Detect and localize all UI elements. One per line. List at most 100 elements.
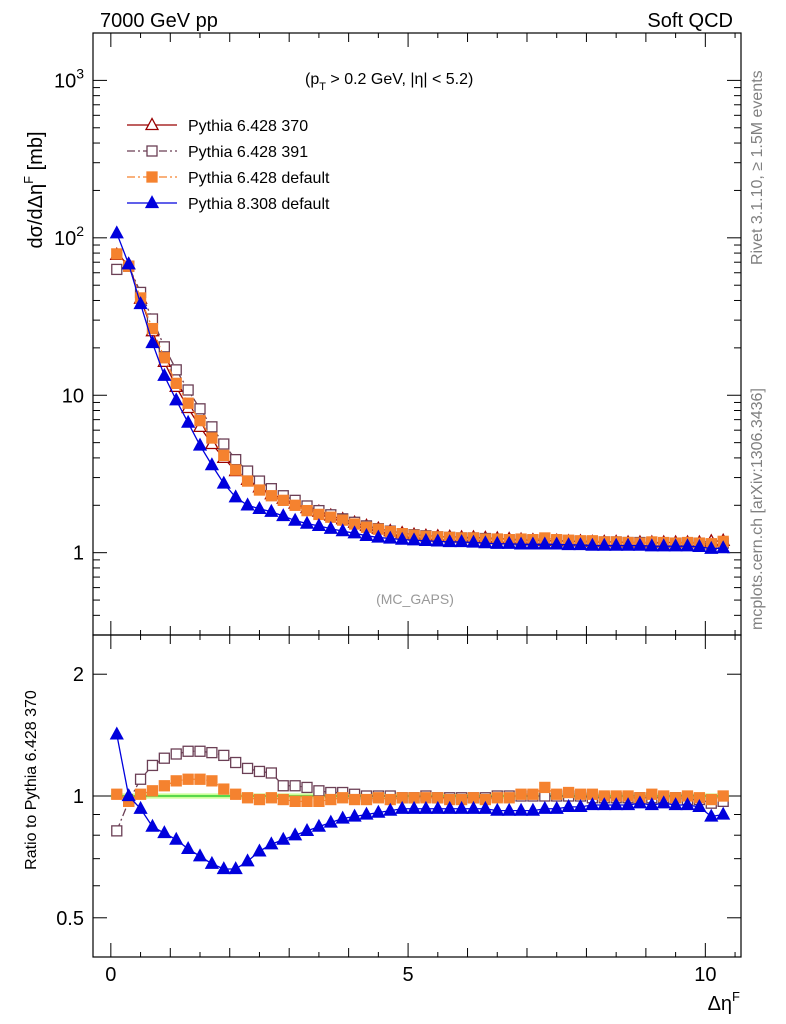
data-point [170, 377, 182, 390]
y-tick-label: 103 [54, 65, 84, 92]
ratio-data-point [527, 788, 539, 800]
data-point [418, 532, 434, 546]
data-point [169, 392, 184, 406]
ratio-data-point [502, 802, 517, 816]
ratio-data-point [503, 792, 515, 804]
ratio-series-pythia-6-428-391 [111, 745, 729, 837]
ratio-data-point [181, 841, 196, 855]
data-point [502, 535, 517, 549]
ratio-data-point [418, 800, 434, 814]
ratio-data-point [192, 848, 208, 862]
data-point [704, 540, 719, 554]
annotation-sub: T [319, 81, 326, 93]
legend-marker [144, 195, 160, 209]
ratio-data-point [466, 800, 481, 814]
data-point [216, 475, 231, 489]
data-point [181, 414, 196, 428]
xlabel-sup: F [732, 989, 740, 1004]
ratio-data-point [551, 788, 563, 800]
ylabel-main: dσ/dΔη [25, 184, 47, 249]
ratio-data-point [337, 792, 349, 804]
ratio-data-point [277, 780, 289, 792]
ratio-data-point [454, 800, 469, 814]
series-pythia-6-428-370 [109, 246, 731, 548]
data-point [145, 335, 160, 349]
data-point [218, 449, 230, 462]
ratio-series [109, 726, 731, 875]
data-point [253, 484, 266, 496]
ratio-data-point [218, 749, 230, 762]
ratio-data-point [348, 793, 361, 806]
data-point [204, 457, 219, 471]
ratio-data-point [668, 797, 683, 811]
data-point [478, 535, 493, 549]
data-point [561, 537, 576, 551]
ratio-data-point [573, 799, 588, 813]
ratio-data-point [109, 726, 124, 740]
data-point [680, 538, 695, 552]
y-tick-label-base: 10 [54, 228, 76, 250]
x-tick-label: 10 [694, 964, 716, 986]
ratio-data-point [525, 802, 541, 816]
ratio-data-point [289, 795, 301, 808]
mcplots-label: mcplots.cern.ch [arXiv:1306.3436] [749, 388, 766, 630]
ratio-data-point [335, 810, 350, 824]
ratio-data-point [276, 831, 291, 845]
data-point [466, 534, 481, 548]
legend-entry: Pythia 6.428 370 [127, 117, 308, 135]
data-point [228, 489, 243, 503]
data-point [240, 497, 255, 511]
ratio-data-point [513, 802, 529, 816]
data-point [644, 538, 659, 552]
ratio-data-point [182, 745, 194, 757]
data-point [335, 523, 350, 537]
ratio-data-point [194, 773, 206, 785]
ratio-data-point [539, 781, 551, 794]
data-point [158, 352, 170, 364]
ratio-data-point [134, 773, 147, 785]
annotation-rest: > 0.2 GeV, |η| < 5.2) [326, 71, 473, 88]
data-point [206, 432, 218, 444]
data-point [301, 504, 313, 517]
data-point [194, 403, 206, 415]
data-point [347, 525, 362, 539]
xlabel-main: Δη [708, 993, 732, 1015]
data-point [395, 531, 410, 545]
legend-marker [146, 145, 158, 157]
ratio-data-point [145, 818, 160, 832]
ratio-data-point [478, 800, 493, 814]
data-point [264, 503, 279, 517]
data-point [325, 511, 337, 523]
ratio-data-point [490, 802, 505, 816]
data-point [133, 296, 148, 310]
legend-label: Pythia 6.428 default [188, 170, 330, 187]
ylabel-tail: [mb] [25, 131, 47, 175]
ratio-data-point [146, 785, 159, 797]
ratio-data-point [288, 827, 303, 841]
data-point [182, 397, 194, 409]
series-line [116, 265, 724, 545]
ratio-data-point [133, 800, 148, 814]
data-point [313, 508, 325, 521]
data-point [668, 538, 683, 552]
ratio-data-point [395, 800, 410, 814]
data-point [656, 538, 671, 552]
ratio-data-point [230, 756, 242, 769]
data-point [218, 438, 230, 450]
legend-entry: Pythia 8.308 default [127, 195, 330, 213]
ratio-series-pythia-6-428-default [111, 773, 729, 808]
data-point [299, 515, 315, 529]
series-pythia-8-308-default [109, 225, 731, 554]
ratio-data-point [158, 752, 170, 764]
ratio-data-point [228, 861, 243, 875]
ratio-data-point [194, 745, 206, 757]
ratio-data-point [265, 767, 277, 779]
ratio-data-point [562, 786, 575, 799]
data-point [632, 537, 648, 551]
data-point [109, 225, 124, 239]
ratio-data-point [170, 775, 182, 787]
ratio-data-point [253, 793, 266, 806]
ratio-data-point [299, 823, 315, 837]
